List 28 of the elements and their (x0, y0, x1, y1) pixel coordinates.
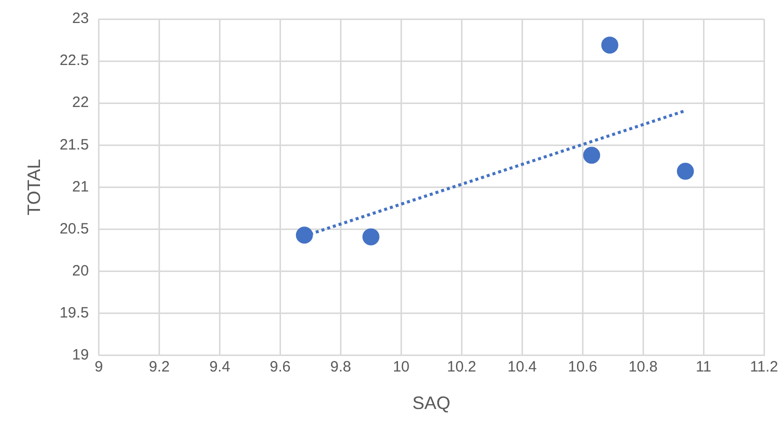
point (362, 228, 380, 246)
x-axis-title: SAQ (412, 393, 450, 414)
point (296, 226, 313, 244)
y-tick-label: 22 (72, 94, 89, 112)
y-tick-label: 21.5 (60, 136, 89, 154)
x-tick-label: 9 (94, 358, 103, 376)
x-tick-label: 9.8 (330, 358, 352, 376)
y-axis-title: TOTAL (24, 159, 44, 216)
y-tick-label: 19 (72, 346, 89, 364)
y-tick-label: 20.5 (60, 220, 89, 238)
y-tick-label: 22.5 (60, 52, 89, 70)
y-tick-label: 23 (72, 10, 89, 28)
x-tick-label: 10.8 (628, 358, 658, 376)
x-tick-label: 11 (696, 358, 712, 376)
x-tick-label: 10.6 (568, 358, 598, 376)
y-tick-label: 21 (72, 178, 89, 196)
x-tick-label: 10.2 (447, 358, 476, 376)
x-tick-label: 10 (392, 358, 410, 376)
x-tick-label: 11.2 (750, 358, 778, 376)
x-tick-label: 9.4 (209, 358, 230, 376)
x-tick-label: 10.4 (508, 358, 537, 376)
y-tick-label: 19.5 (60, 304, 89, 322)
x-tick-label: 9.2 (148, 358, 170, 376)
point (601, 36, 618, 54)
point (583, 146, 600, 164)
x-tick-label: 9.6 (270, 358, 291, 376)
y-tick-label: 20 (72, 262, 89, 280)
point (676, 162, 694, 180)
